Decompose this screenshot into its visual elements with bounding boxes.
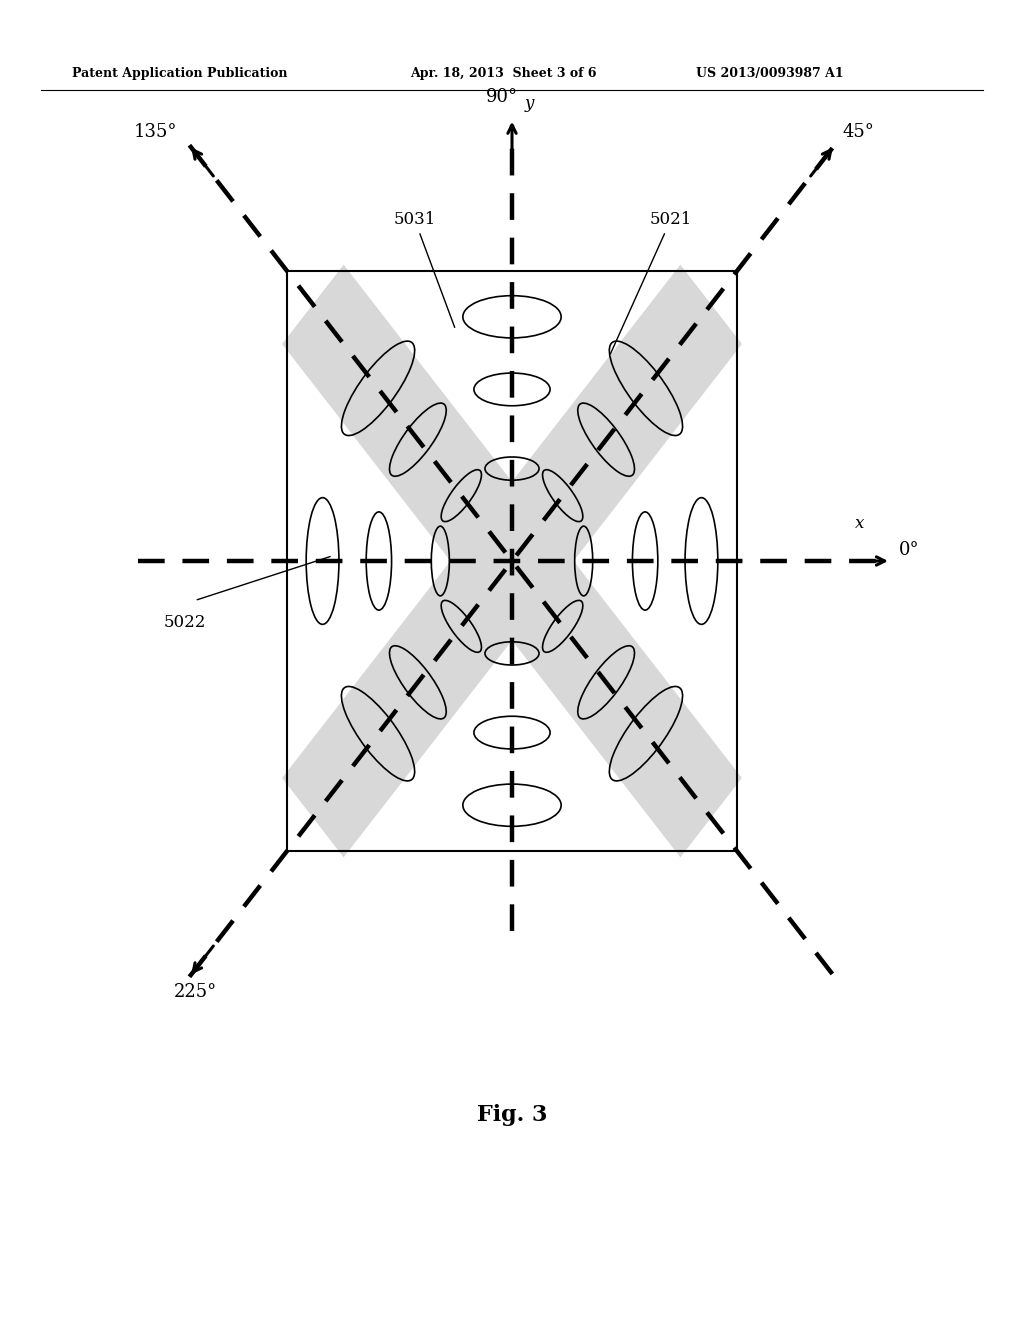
Text: US 2013/0093987 A1: US 2013/0093987 A1 xyxy=(696,67,844,81)
Text: Patent Application Publication: Patent Application Publication xyxy=(72,67,287,81)
Text: 0°: 0° xyxy=(899,541,920,560)
Text: 135°: 135° xyxy=(134,123,177,141)
Text: 5031: 5031 xyxy=(393,211,455,327)
Polygon shape xyxy=(282,264,742,858)
Text: 5022: 5022 xyxy=(164,614,206,631)
Text: 45°: 45° xyxy=(843,123,874,141)
Text: Apr. 18, 2013  Sheet 3 of 6: Apr. 18, 2013 Sheet 3 of 6 xyxy=(410,67,596,81)
Text: 5021: 5021 xyxy=(610,211,692,354)
Text: y: y xyxy=(524,95,534,112)
Text: Fig. 3: Fig. 3 xyxy=(477,1105,547,1126)
Polygon shape xyxy=(282,264,742,858)
Text: x: x xyxy=(855,515,864,532)
Bar xyxy=(287,271,737,851)
Text: 225°: 225° xyxy=(174,983,217,1002)
Text: 90°: 90° xyxy=(485,87,518,106)
